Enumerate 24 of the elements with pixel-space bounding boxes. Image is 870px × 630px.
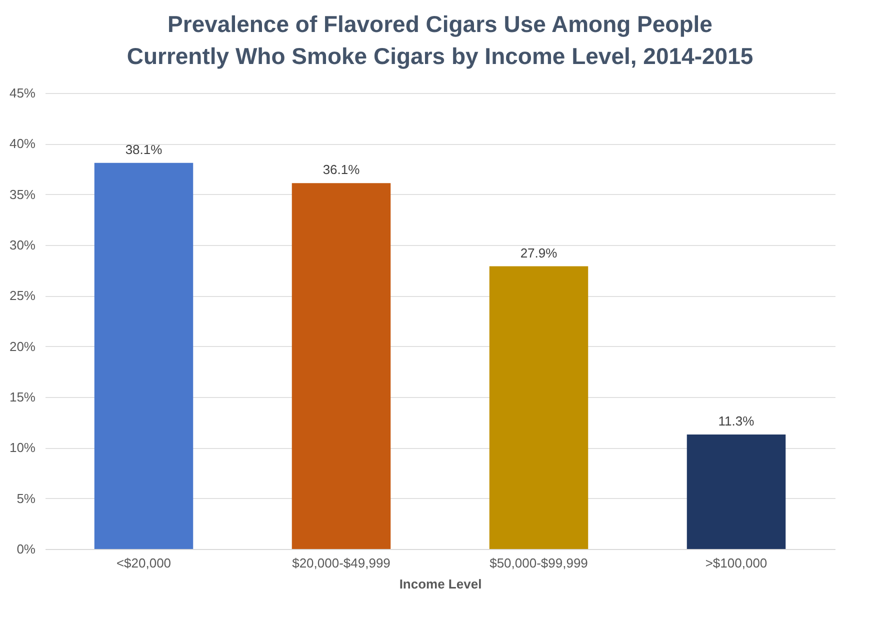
bar xyxy=(94,162,194,549)
data-label: 36.1% xyxy=(322,162,360,178)
y-tick-label: 10% xyxy=(9,440,36,456)
y-tick-label: 40% xyxy=(9,136,36,152)
y-tick-label: 25% xyxy=(9,288,36,304)
y-tick-label: 5% xyxy=(16,490,36,506)
y-tick-label: 30% xyxy=(9,238,36,252)
y-tick-label: 45% xyxy=(9,86,36,100)
data-label: 27.9% xyxy=(520,245,558,260)
y-tick-label: 15% xyxy=(9,390,36,404)
bar xyxy=(292,183,391,549)
y-tick-label: 20% xyxy=(9,338,36,354)
x-axis-title: Income Level xyxy=(399,576,482,592)
data-label: 38.1% xyxy=(125,142,163,157)
chart-title: Prevalence of Flavored Cigars Use Among People Currently Who Smoke Cigars by Income Level, 2014-2015 xyxy=(126,11,754,69)
x-tick-label: >$100,000 xyxy=(705,556,768,570)
bar xyxy=(686,434,786,549)
bar xyxy=(489,266,588,549)
data-label: 11.3% xyxy=(718,413,755,428)
y-tick-label: 35% xyxy=(9,186,36,202)
x-tick-label: $50,000-$99,999 xyxy=(490,556,588,570)
y-tick-label: 0% xyxy=(16,542,36,556)
x-tick-label: $20,000-$49,999 xyxy=(292,556,390,570)
x-tick-label: <$20,000 xyxy=(116,556,172,570)
